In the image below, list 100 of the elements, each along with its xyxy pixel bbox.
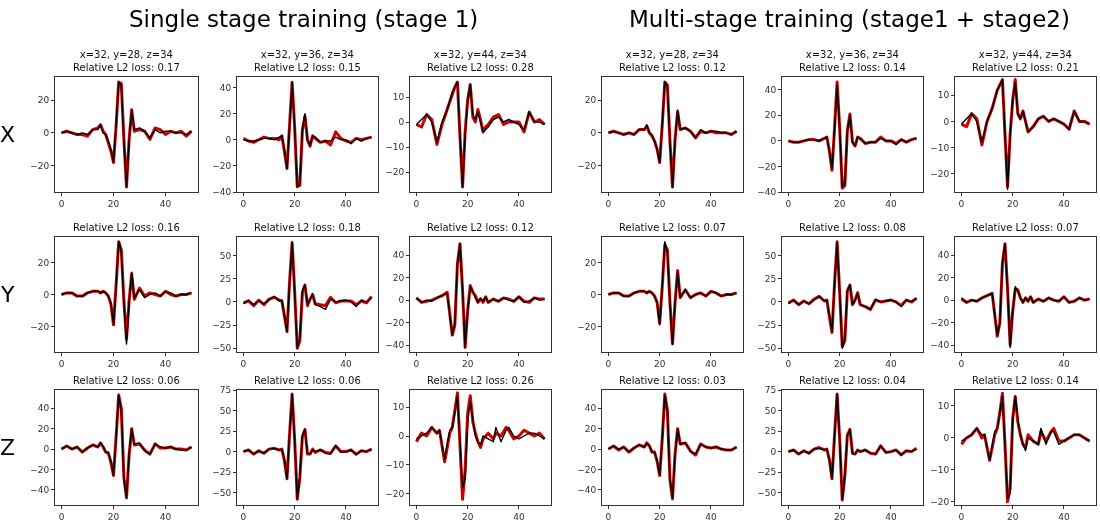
y-tick-label: 0 bbox=[398, 295, 405, 306]
y-tick-label: 50 bbox=[764, 405, 777, 416]
x-tick-label: 20 bbox=[288, 511, 301, 522]
x-tick-label: 20 bbox=[107, 358, 120, 369]
y-tick-label: 25 bbox=[219, 426, 232, 437]
y-tick-label: −20 bbox=[757, 161, 777, 172]
y-tick-label: 20 bbox=[584, 423, 597, 434]
x-tick-label: 40 bbox=[1058, 198, 1070, 209]
y-tick-label: 0 bbox=[770, 297, 777, 308]
y-tick-label: −20 bbox=[930, 317, 950, 328]
chart-title: x=32, y=36, z=34 Relative L2 loss: 0.14 bbox=[799, 49, 906, 73]
x-tick-label: 40 bbox=[340, 198, 352, 209]
y-tick-label: 25 bbox=[764, 426, 777, 437]
y-tick-label: −50 bbox=[212, 343, 232, 354]
x-tick-label: 0 bbox=[413, 511, 420, 522]
chart-title: Relative L2 loss: 0.07 bbox=[972, 222, 1079, 233]
x-tick-label: 20 bbox=[461, 511, 474, 522]
y-tick-label: 20 bbox=[219, 108, 232, 119]
y-tick-label: −50 bbox=[757, 487, 777, 498]
y-tick-label: −40 bbox=[757, 187, 777, 198]
x-tick-label: 20 bbox=[107, 511, 120, 522]
y-tick-label: 0 bbox=[770, 446, 777, 457]
chart-title: Relative L2 loss: 0.06 bbox=[254, 375, 361, 386]
x-tick-label: 0 bbox=[785, 511, 792, 522]
y-tick-label: −10 bbox=[930, 465, 950, 476]
text: Single stage training (stage 1) bbox=[129, 6, 479, 32]
x-tick-label: 40 bbox=[513, 358, 525, 369]
x-tick-label: 20 bbox=[1006, 358, 1019, 369]
x-tick-label: 0 bbox=[605, 198, 612, 209]
chart-title: x=32, y=36, z=34 Relative L2 loss: 0.15 bbox=[254, 49, 361, 73]
chart-title: Relative L2 loss: 0.06 bbox=[73, 375, 180, 386]
y-tick-label: 75 bbox=[219, 385, 232, 396]
x-tick-label: 40 bbox=[885, 358, 897, 369]
y-tick-label: −40 bbox=[577, 484, 597, 495]
y-tick-label: −20 bbox=[577, 321, 597, 332]
y-tick-label: 10 bbox=[392, 402, 405, 413]
x-tick-label: 0 bbox=[605, 358, 612, 369]
y-tick-label: −20 bbox=[385, 488, 405, 499]
y-tick-label: −20 bbox=[385, 317, 405, 328]
y-tick-label: 40 bbox=[37, 403, 50, 414]
x-tick-label: 20 bbox=[288, 198, 301, 209]
y-tick-label: 0 bbox=[43, 289, 50, 300]
y-tick-label: 0 bbox=[225, 134, 232, 145]
y-tick-label: 50 bbox=[764, 250, 777, 261]
y-tick-label: −20 bbox=[385, 167, 405, 178]
chart-title: Relative L2 loss: 0.07 bbox=[619, 222, 726, 233]
y-tick-label: 10 bbox=[937, 401, 950, 412]
y-tick-label: −10 bbox=[930, 142, 950, 153]
y-tick-label: 40 bbox=[584, 403, 597, 414]
x-tick-label: 20 bbox=[833, 511, 846, 522]
y-tick-label: 0 bbox=[43, 444, 50, 455]
x-tick-label: 0 bbox=[58, 358, 65, 369]
chart-title: x=32, y=44, z=34 Relative L2 loss: 0.28 bbox=[427, 49, 534, 73]
chart-title: Relative L2 loss: 0.26 bbox=[427, 375, 534, 386]
y-tick-label: −50 bbox=[757, 343, 777, 354]
y-tick-label: 20 bbox=[584, 95, 597, 106]
text: Multi-stage training (stage1 + stage2) bbox=[629, 6, 1070, 32]
chart-title: Relative L2 loss: 0.16 bbox=[73, 222, 180, 233]
y-tick-label: 0 bbox=[43, 128, 50, 139]
x-tick-label: 0 bbox=[958, 511, 965, 522]
y-tick-label: 40 bbox=[392, 250, 405, 261]
chart-title: x=32, y=44, z=34 Relative L2 loss: 0.21 bbox=[972, 49, 1079, 73]
y-tick-label: 20 bbox=[764, 110, 777, 121]
x-tick-label: 20 bbox=[1006, 511, 1019, 522]
y-axis-title: X bbox=[0, 122, 16, 147]
chart-title: Relative L2 loss: 0.08 bbox=[799, 222, 906, 233]
y-tick-label: −40 bbox=[30, 484, 50, 495]
chart-title: Relative L2 loss: 0.04 bbox=[799, 375, 906, 386]
x-tick-label: 0 bbox=[58, 511, 65, 522]
x-tick-label: 20 bbox=[107, 198, 120, 209]
chart-title: x=32, y=28, z=34 Relative L2 loss: 0.17 bbox=[73, 49, 180, 73]
x-tick-label: 0 bbox=[785, 198, 792, 209]
y-tick-label: 50 bbox=[219, 250, 232, 261]
x-tick-label: 20 bbox=[833, 198, 846, 209]
x-tick-label: 20 bbox=[833, 358, 846, 369]
x-tick-label: 40 bbox=[705, 198, 717, 209]
y-tick-label: 75 bbox=[764, 385, 777, 396]
y-tick-label: 20 bbox=[37, 423, 50, 434]
chart-title: Relative L2 loss: 0.03 bbox=[619, 375, 726, 386]
y-tick-label: 40 bbox=[764, 84, 777, 95]
y-tick-label: 25 bbox=[219, 273, 232, 284]
x-tick-label: 20 bbox=[653, 198, 666, 209]
x-tick-label: 20 bbox=[653, 358, 666, 369]
y-axis-title: Y bbox=[0, 282, 15, 307]
x-tick-label: 0 bbox=[240, 358, 247, 369]
y-tick-label: −20 bbox=[930, 168, 950, 179]
y-tick-label: −20 bbox=[30, 464, 50, 475]
x-tick-label: 0 bbox=[58, 198, 65, 209]
y-tick-label: 0 bbox=[943, 116, 950, 127]
y-tick-label: 0 bbox=[590, 444, 597, 455]
y-tick-label: 40 bbox=[219, 82, 232, 93]
y-tick-label: −25 bbox=[212, 467, 232, 478]
x-tick-label: 0 bbox=[605, 511, 612, 522]
x-tick-label: 0 bbox=[958, 198, 965, 209]
x-tick-label: 0 bbox=[240, 511, 247, 522]
chart-title: x=32, y=28, z=34 Relative L2 loss: 0.12 bbox=[619, 49, 726, 73]
y-tick-label: 50 bbox=[219, 405, 232, 416]
y-tick-label: 0 bbox=[943, 295, 950, 306]
y-tick-label: 20 bbox=[37, 95, 50, 106]
x-tick-label: 40 bbox=[340, 511, 352, 522]
